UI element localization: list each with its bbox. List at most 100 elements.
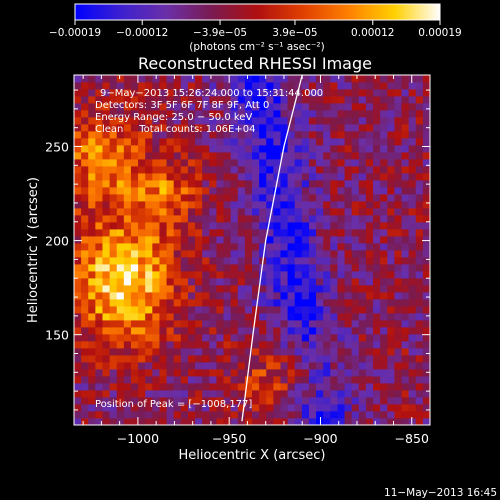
heatmap-cell [252, 243, 260, 251]
heatmap-cell [116, 117, 125, 125]
heatmap-cell [116, 327, 125, 335]
heatmap-cell [387, 327, 395, 335]
heatmap-cell [130, 348, 139, 356]
heatmap-cell [394, 180, 402, 188]
heatmap-cell [145, 327, 153, 335]
heatmap-cell [373, 89, 381, 97]
heatmap-cell [74, 201, 82, 209]
heatmap-cell [88, 390, 96, 398]
heatmap-cell [173, 404, 182, 412]
heatmap-cell [252, 278, 260, 286]
heatmap-cell [280, 201, 288, 209]
heatmap-cell [316, 236, 324, 244]
heatmap-cell [344, 89, 353, 97]
heatmap-cell [130, 131, 139, 139]
heatmap-cell [152, 124, 160, 132]
heatmap-cell [223, 383, 232, 391]
heatmap-cell [344, 334, 353, 342]
heatmap-cell [387, 299, 395, 307]
heatmap-cell [373, 355, 381, 363]
heatmap-cell [109, 215, 118, 223]
heatmap-cell [351, 152, 360, 160]
heatmap-cell [252, 89, 260, 97]
heatmap-cell [109, 166, 118, 174]
heatmap-cell [166, 138, 175, 146]
heatmap-cell [88, 355, 96, 363]
heatmap-cell [301, 250, 310, 258]
heatmap-cell [123, 320, 132, 328]
heatmap-cell [380, 313, 388, 321]
heatmap-cell [266, 334, 274, 342]
heatmap-cell [415, 159, 424, 167]
heatmap-cell [259, 299, 267, 307]
heatmap-cell [330, 187, 338, 195]
heatmap-cell [308, 306, 317, 314]
heatmap-cell [422, 201, 430, 209]
heatmap-cell [209, 355, 217, 363]
heatmap-cell [209, 222, 217, 230]
heatmap-cell [216, 383, 224, 391]
heatmap-cell [365, 215, 374, 223]
heatmap-cell [216, 271, 224, 279]
heatmap-cell [330, 103, 338, 111]
heatmap-cell [138, 369, 146, 377]
heatmap-cell [351, 397, 360, 405]
heatmap-cell [209, 264, 217, 272]
heatmap-cell [358, 292, 367, 300]
heatmap-cell [123, 131, 132, 139]
heatmap-cell [308, 397, 317, 405]
heatmap-cell [415, 355, 424, 363]
heatmap-cell [415, 236, 424, 244]
heatmap-cell [401, 299, 410, 307]
heatmap-cell [259, 271, 267, 279]
heatmap-cell [394, 390, 402, 398]
heatmap-cell [301, 96, 310, 104]
heatmap-cell [330, 159, 338, 167]
heatmap-cell [152, 348, 160, 356]
heatmap-cell [415, 124, 424, 132]
heatmap-cell [330, 292, 338, 300]
heatmap-cell [88, 334, 96, 342]
heatmap-cell [358, 383, 367, 391]
heatmap-cell [180, 236, 189, 244]
heatmap-cell [216, 159, 224, 167]
heatmap-cell [294, 285, 303, 293]
heatmap-cell [280, 145, 288, 153]
heatmap-cell [202, 299, 210, 307]
heatmap-cell [95, 110, 103, 118]
heatmap-cell [95, 320, 103, 328]
heatmap-cell [294, 124, 303, 132]
heatmap-cell [323, 145, 331, 153]
heatmap-cell [216, 306, 224, 314]
heatmap-cell [195, 327, 203, 335]
heatmap-cell [244, 278, 253, 286]
heatmap-cell [344, 110, 353, 118]
heatmap-cell [358, 397, 367, 405]
heatmap-cell [152, 292, 160, 300]
heatmap-cell [422, 341, 430, 349]
heatmap-cell [159, 369, 167, 377]
heatmap-cell [415, 145, 424, 153]
heatmap-cell [380, 103, 388, 111]
heatmap-cell [109, 341, 118, 349]
heatmap-cell [301, 194, 310, 202]
heatmap-cell [88, 180, 96, 188]
heatmap-cell [152, 390, 160, 398]
heatmap-cell [358, 362, 367, 370]
heatmap-cell [415, 103, 424, 111]
heatmap-cell [244, 250, 253, 258]
heatmap-cell [74, 117, 82, 125]
heatmap-cell [308, 257, 317, 265]
heatmap-cell [308, 418, 317, 425]
heatmap-cell [408, 229, 417, 237]
heatmap-cell [408, 110, 417, 118]
heatmap-cell [223, 180, 232, 188]
heatmap-cell [116, 159, 125, 167]
heatmap-cell [109, 390, 118, 398]
heatmap-cell [88, 292, 96, 300]
heatmap-cell [95, 82, 103, 90]
heatmap-cell [266, 355, 274, 363]
heatmap-cell [202, 411, 210, 419]
heatmap-cell [316, 75, 324, 83]
heatmap-cell [173, 82, 182, 90]
